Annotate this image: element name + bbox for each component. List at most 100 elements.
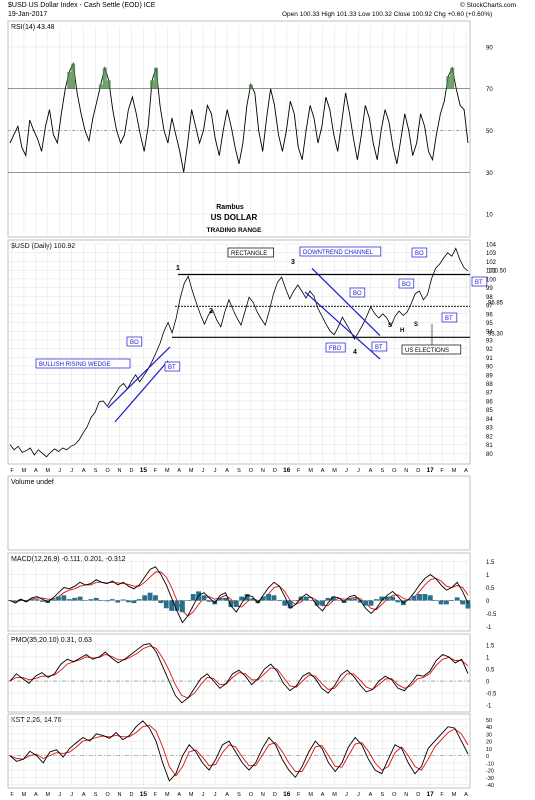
wave-2-label: 2 xyxy=(209,308,213,315)
y-tick-label: -30 xyxy=(486,776,494,782)
histogram-bar xyxy=(131,600,137,604)
month-label: J xyxy=(58,468,61,474)
histogram-bar xyxy=(180,600,185,613)
histogram-bar xyxy=(142,595,148,601)
histogram-bar xyxy=(395,600,401,603)
bt-label-elections-box xyxy=(441,312,458,323)
y-tick-label: 99 xyxy=(486,286,493,292)
histogram-bar xyxy=(56,596,61,601)
series-line xyxy=(9,720,469,782)
rsi-label: RSI(14) 43.48 xyxy=(11,24,55,31)
bo-label-elections-box xyxy=(398,278,415,289)
month-label: J xyxy=(202,468,205,474)
histogram-bar xyxy=(293,600,298,601)
histogram-bar xyxy=(282,600,288,606)
rsi-overbought-fill xyxy=(248,84,253,89)
bullish-wedge-label: BULLISH RISING WEDGE xyxy=(39,362,111,368)
histogram-bar xyxy=(449,600,455,601)
y-tick-label: 10 xyxy=(486,747,492,753)
month-label: J xyxy=(202,792,205,798)
level-label-mid: 96.85 xyxy=(488,300,504,306)
bt-label-elections: BT xyxy=(445,316,453,322)
histogram-bar xyxy=(18,599,24,601)
month-label: 17 xyxy=(427,791,435,798)
y-tick-label: -1 xyxy=(486,625,492,631)
series-line xyxy=(9,643,469,704)
month-label: O xyxy=(105,468,110,474)
month-label: N xyxy=(404,792,408,798)
histogram-bar xyxy=(174,600,180,611)
histogram-bar xyxy=(390,596,395,601)
histogram-bar xyxy=(109,599,115,601)
histogram-bar xyxy=(244,594,250,601)
y-tick-label: -10 xyxy=(486,761,494,767)
histogram-bar xyxy=(126,600,131,603)
rsi-overbought-fill xyxy=(150,80,155,89)
month-label: 15 xyxy=(140,791,148,798)
histogram-bar xyxy=(363,600,369,606)
y-tick-label: 104 xyxy=(486,243,497,249)
month-label: J xyxy=(214,792,217,798)
s-label-right: S xyxy=(414,322,418,328)
y-tick-label: 0.5 xyxy=(486,667,495,673)
month-label: 16 xyxy=(283,791,291,798)
volume-panel-frame xyxy=(7,475,471,551)
y-tick-label: -40 xyxy=(486,783,494,789)
y-tick-label: 0 xyxy=(486,599,490,605)
rsi-overbought-fill xyxy=(71,63,76,89)
month-label: A xyxy=(464,468,468,474)
month-label: N xyxy=(261,468,265,474)
month-label: M xyxy=(308,792,313,798)
price-grid: 80 81 82 83 84 85 86 87 88 89 90 91 92 93 94 95 96 97 98 99… xyxy=(8,243,497,462)
histogram-bar xyxy=(99,600,105,601)
histogram-bar xyxy=(406,599,412,601)
month-label: A xyxy=(369,468,373,474)
month-label: D xyxy=(416,468,420,474)
y-tick-label: 20 xyxy=(486,740,492,746)
y-tick-label: 90 xyxy=(486,45,493,51)
month-label: J xyxy=(58,792,61,798)
histogram-bar xyxy=(104,600,110,602)
y-tick-label: 82 xyxy=(486,434,493,440)
month-label: J xyxy=(357,792,360,798)
s-label-left: S xyxy=(388,323,392,329)
y-tick-label: 50 xyxy=(486,718,492,724)
histogram-bar xyxy=(352,598,358,601)
trading-range-subtitle: TRADING RANGE xyxy=(207,227,263,234)
month-label: S xyxy=(237,792,241,798)
month-label: M xyxy=(165,792,170,798)
y-tick-label: 50 xyxy=(486,129,493,135)
us-elections-label-box xyxy=(401,344,462,355)
histogram-bar xyxy=(379,596,385,601)
histogram-bar xyxy=(368,600,374,606)
bt-label-top-box xyxy=(471,276,488,287)
month-label: 15 xyxy=(140,467,148,474)
histogram-bar xyxy=(303,596,309,601)
month-label: D xyxy=(416,792,420,798)
bo-label-elections: BO xyxy=(402,282,411,288)
month-label: A xyxy=(321,468,325,474)
y-tick-label: 40 xyxy=(486,725,492,731)
histogram-bar xyxy=(411,595,417,601)
series-line xyxy=(9,62,469,173)
month-label: A xyxy=(177,468,181,474)
histogram-bar xyxy=(29,599,34,601)
y-tick-label: -20 xyxy=(486,769,494,775)
month-label: J xyxy=(214,468,217,474)
histogram-bar xyxy=(347,598,352,601)
month-label: A xyxy=(177,792,181,798)
histogram-bar xyxy=(255,600,261,604)
month-label: A xyxy=(369,792,373,798)
y-tick-label: -1 xyxy=(486,704,492,710)
rambus-author: Rambus xyxy=(216,204,244,211)
histogram-bar xyxy=(239,596,245,601)
month-label: J xyxy=(345,792,348,798)
bt-label-wedge: BT xyxy=(168,365,176,371)
y-tick-label: 102 xyxy=(486,260,497,266)
rsi-overbought-fill xyxy=(106,80,111,89)
histogram-bar xyxy=(115,600,121,603)
month-label: F xyxy=(440,792,444,798)
month-axis-bottom: F M A M J J A S O N D 15 F M A M J J A S O N D 16 F M A M J J A S O N D 17 F… xyxy=(10,791,468,798)
y-tick-label: -0.5 xyxy=(486,612,497,618)
